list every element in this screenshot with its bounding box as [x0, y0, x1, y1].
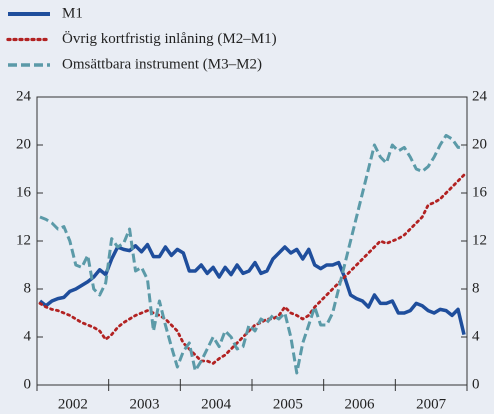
y2-tick-label: 8 [472, 280, 480, 296]
x-tick-label: 2003 [130, 396, 160, 412]
y2-tick-label: 24 [472, 88, 488, 104]
legend-label: M1 [62, 5, 83, 21]
series-line [38, 242, 466, 336]
y-tick-label: 20 [16, 136, 31, 152]
x-tick-label: 2006 [345, 396, 376, 412]
y2-tick-label: 16 [472, 184, 488, 200]
legend-label: Omsättbara instrument (M3–M2) [62, 56, 262, 72]
y-tick-label: 12 [16, 232, 31, 248]
series-line [39, 133, 465, 375]
legend-label: Övrig kortfristig inlåning (M2–M1) [62, 30, 277, 47]
y-tick-label: 24 [16, 88, 32, 104]
y2-tick-label: 0 [472, 376, 480, 392]
x-tick-label: 2004 [201, 396, 232, 412]
y-tick-label: 0 [24, 376, 32, 392]
x-tick-label: 2002 [58, 396, 88, 412]
y-tick-label: 4 [24, 328, 32, 344]
y2-tick-label: 20 [472, 136, 487, 152]
y-tick-label: 16 [16, 184, 32, 200]
y-tick-label: 8 [24, 280, 32, 296]
x-tick-label: 2007 [416, 396, 447, 412]
y2-tick-label: 4 [472, 328, 480, 344]
x-tick-label: 2005 [273, 396, 303, 412]
y2-tick-label: 12 [472, 232, 487, 248]
